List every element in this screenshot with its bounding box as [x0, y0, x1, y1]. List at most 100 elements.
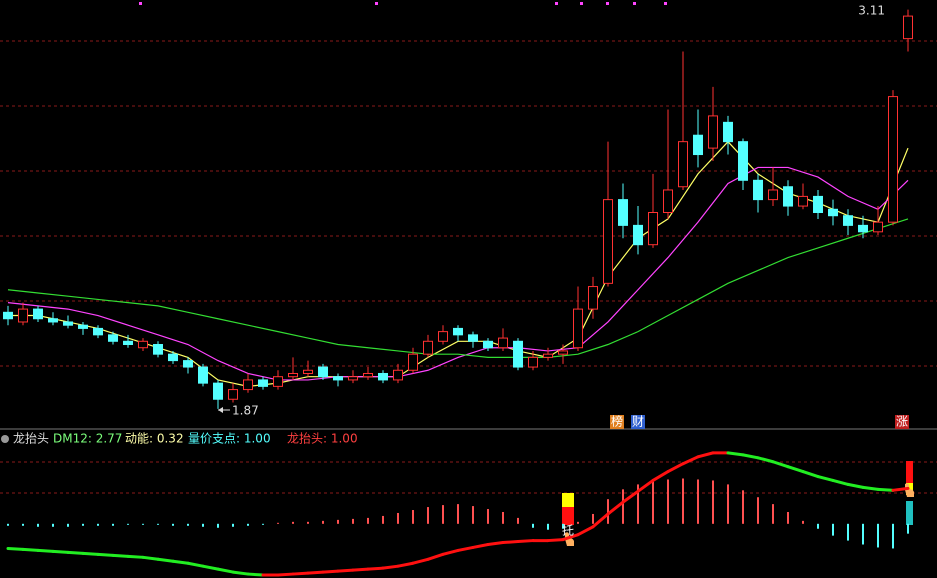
dm-line-segment [306, 570, 325, 575]
dm-line-segment [276, 572, 295, 577]
dot [664, 2, 667, 5]
histogram-bar [532, 523, 534, 528]
dm-line-segment [6, 546, 25, 551]
histogram-bar [547, 523, 549, 530]
dm-line-segment [81, 551, 100, 556]
candle-body [198, 366, 208, 384]
histogram-bar [397, 512, 399, 524]
histogram-bar [472, 506, 474, 524]
dm-line-segment [891, 486, 910, 492]
candle-body [633, 224, 643, 246]
dm-line-segment [126, 554, 145, 559]
dm-line-segment [591, 512, 610, 529]
dm-line-segment [171, 559, 190, 565]
histogram-bar [652, 481, 654, 524]
histogram-bar [712, 480, 714, 524]
candle-body [438, 331, 448, 342]
dot [555, 2, 558, 5]
dm-line-segment [516, 539, 535, 544]
moving-average [7, 166, 909, 381]
candle-body [138, 340, 148, 349]
candle-body [888, 96, 898, 223]
histogram-bar [502, 511, 504, 524]
dm-line-segment [156, 557, 175, 563]
histogram-bar [82, 523, 84, 526]
histogram-bar [442, 505, 444, 524]
candle-body [3, 311, 13, 320]
histogram-bar [622, 489, 624, 524]
histogram-bar [307, 521, 309, 524]
candle-body [843, 215, 853, 226]
histogram-bar [97, 523, 99, 526]
candle-body [348, 376, 358, 381]
indicator-name: 龙抬头 [13, 432, 49, 446]
histogram-bar [517, 517, 519, 524]
dot [375, 2, 378, 5]
histogram-bar [457, 504, 459, 524]
candle-body [873, 221, 883, 233]
candle-body [723, 121, 733, 143]
dm-line-segment [786, 465, 805, 474]
histogram-bar [832, 523, 834, 536]
dm-line-segment [636, 478, 655, 493]
candle-body [738, 141, 748, 181]
candle-body [378, 372, 388, 381]
dm-line-segment [441, 548, 460, 556]
histogram-bar [772, 504, 774, 524]
dm-line-segment [36, 548, 55, 553]
candle-body [48, 318, 58, 323]
candle-body [483, 340, 493, 349]
candle-body [828, 208, 838, 217]
candle-body [753, 179, 763, 201]
histogram-bar [427, 507, 429, 524]
histogram-bar [862, 523, 864, 545]
candle-body [408, 353, 418, 371]
signal-block [906, 461, 913, 483]
momentum-value: 动能: 0.32 [125, 432, 184, 446]
candle-body [18, 308, 28, 323]
dm-line-segment [846, 482, 865, 489]
histogram-bar [847, 523, 849, 541]
dm-line-segment [381, 564, 400, 570]
histogram-bar [232, 523, 234, 527]
dm-line-segment [336, 568, 355, 573]
candle-body [678, 141, 688, 188]
candle-body [813, 195, 823, 214]
indicator-icon[interactable] [1, 435, 9, 443]
histogram-bar [337, 519, 339, 524]
dm-line-segment [576, 525, 595, 537]
dm-line-segment [141, 555, 160, 561]
histogram-bar [157, 523, 159, 525]
histogram-bar [742, 490, 744, 524]
histogram-bar [607, 499, 609, 524]
dm-line-segment [696, 451, 715, 459]
dm-line-segment [321, 569, 340, 574]
dm-line-segment [501, 540, 520, 545]
candle-body [153, 344, 163, 355]
dm-line-segment [666, 462, 685, 474]
marker-box [610, 415, 624, 429]
hand-icon [565, 532, 574, 546]
candle-body [63, 321, 73, 326]
candle-body [693, 134, 703, 156]
dragon-value: 龙抬头: 1.00 [287, 432, 358, 446]
candle-body [603, 199, 613, 284]
candle-body [618, 199, 628, 226]
dm-line-segment [246, 572, 265, 577]
candle-body [243, 379, 253, 391]
histogram-bar [817, 523, 819, 529]
histogram-bar [217, 523, 219, 528]
dm-line-segment [621, 489, 640, 504]
dm-line-segment [861, 485, 880, 491]
dm-line-segment [201, 564, 220, 571]
candle-body [543, 353, 553, 358]
candle-body [363, 372, 373, 378]
histogram-bar [202, 523, 204, 527]
dm-line-segment [816, 475, 835, 482]
dm-line-segment [231, 570, 250, 576]
dm-line-segment [681, 455, 700, 466]
candle-body [588, 286, 598, 310]
histogram-bar [877, 523, 879, 548]
